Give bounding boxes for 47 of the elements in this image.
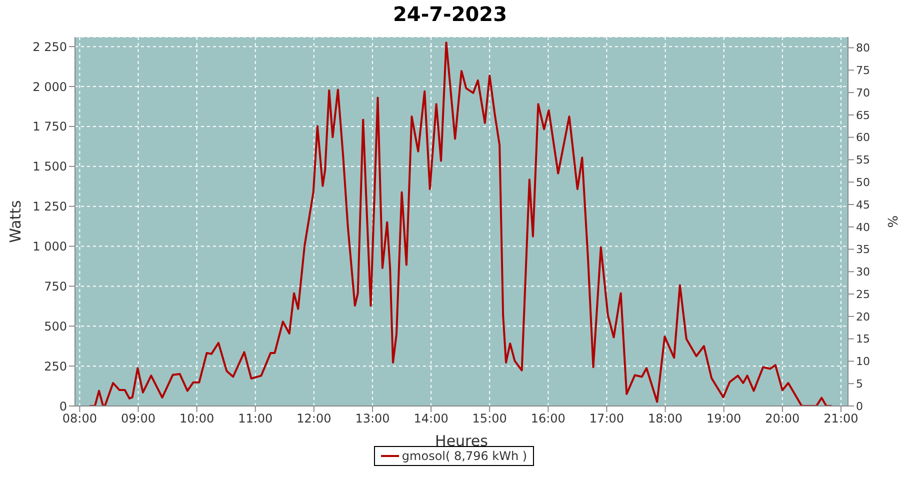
x-tick-label: 16:00 — [530, 412, 566, 426]
y2-tick-label: 40 — [856, 220, 870, 234]
y2-tick-label: 10 — [856, 355, 870, 368]
legend-label: gmosol( 8,796 kWh ) — [402, 449, 528, 463]
x-tick-label: 21:00 — [824, 412, 858, 426]
x-tick-label: 11:00 — [238, 412, 273, 426]
x-tick-label: 08:00 — [62, 412, 97, 426]
y2-tick-label: 80 — [856, 42, 870, 55]
y-tick-label: 1 250 — [32, 200, 67, 214]
x-tick-label: 12:00 — [296, 412, 332, 426]
y2-tick-label: 35 — [856, 243, 870, 256]
y2-tick-label: 55 — [856, 154, 870, 167]
y-tick-label: 250 — [44, 359, 67, 374]
x-tick-label: 17:00 — [589, 412, 624, 426]
y-tick-label: 750 — [44, 279, 67, 294]
x-axis-title: Heures — [435, 432, 488, 450]
y2-tick-label: 45 — [856, 198, 870, 212]
y-tick-label: 500 — [44, 319, 67, 334]
x-tick-label: 14:00 — [414, 412, 448, 426]
y2-tick-label: 30 — [856, 266, 870, 279]
x-tick-label: 20:00 — [765, 412, 800, 426]
y2-axis-title: % — [886, 215, 900, 228]
y-tick-label: 1 500 — [32, 160, 67, 174]
y2-tick-label: 0 — [856, 400, 863, 413]
y-tick-label: 2 000 — [32, 80, 67, 94]
line-series — [88, 42, 833, 406]
y2-tick-label: 70 — [856, 86, 870, 100]
y-tick-label: 1 000 — [32, 240, 67, 254]
x-tick-label: 15:00 — [472, 412, 507, 426]
x-tick-label: 13:00 — [355, 412, 390, 426]
y-tick-label: 2 250 — [32, 40, 67, 54]
x-tick-label: 18:00 — [648, 412, 683, 426]
x-tick-label: 09:00 — [120, 412, 156, 426]
y-axis-title: Watts — [6, 200, 24, 243]
x-tick-label: 19:00 — [706, 412, 742, 426]
y2-tick-label: 60 — [856, 131, 870, 144]
y2-tick-label: 65 — [856, 108, 870, 122]
chart-title: 24-7-2023 — [392, 2, 508, 26]
y2-tick-label: 5 — [856, 378, 863, 391]
y-tick-label: 1 750 — [32, 120, 67, 134]
y2-tick-label: 25 — [856, 288, 870, 301]
y2-tick-label: 75 — [856, 64, 870, 78]
y2-tick-label: 15 — [856, 332, 870, 346]
y-tick-label: 0 — [59, 399, 67, 414]
x-tick-label: 10:00 — [180, 412, 214, 426]
y2-tick-label: 20 — [856, 310, 870, 324]
y2-tick-label: 50 — [856, 176, 870, 189]
